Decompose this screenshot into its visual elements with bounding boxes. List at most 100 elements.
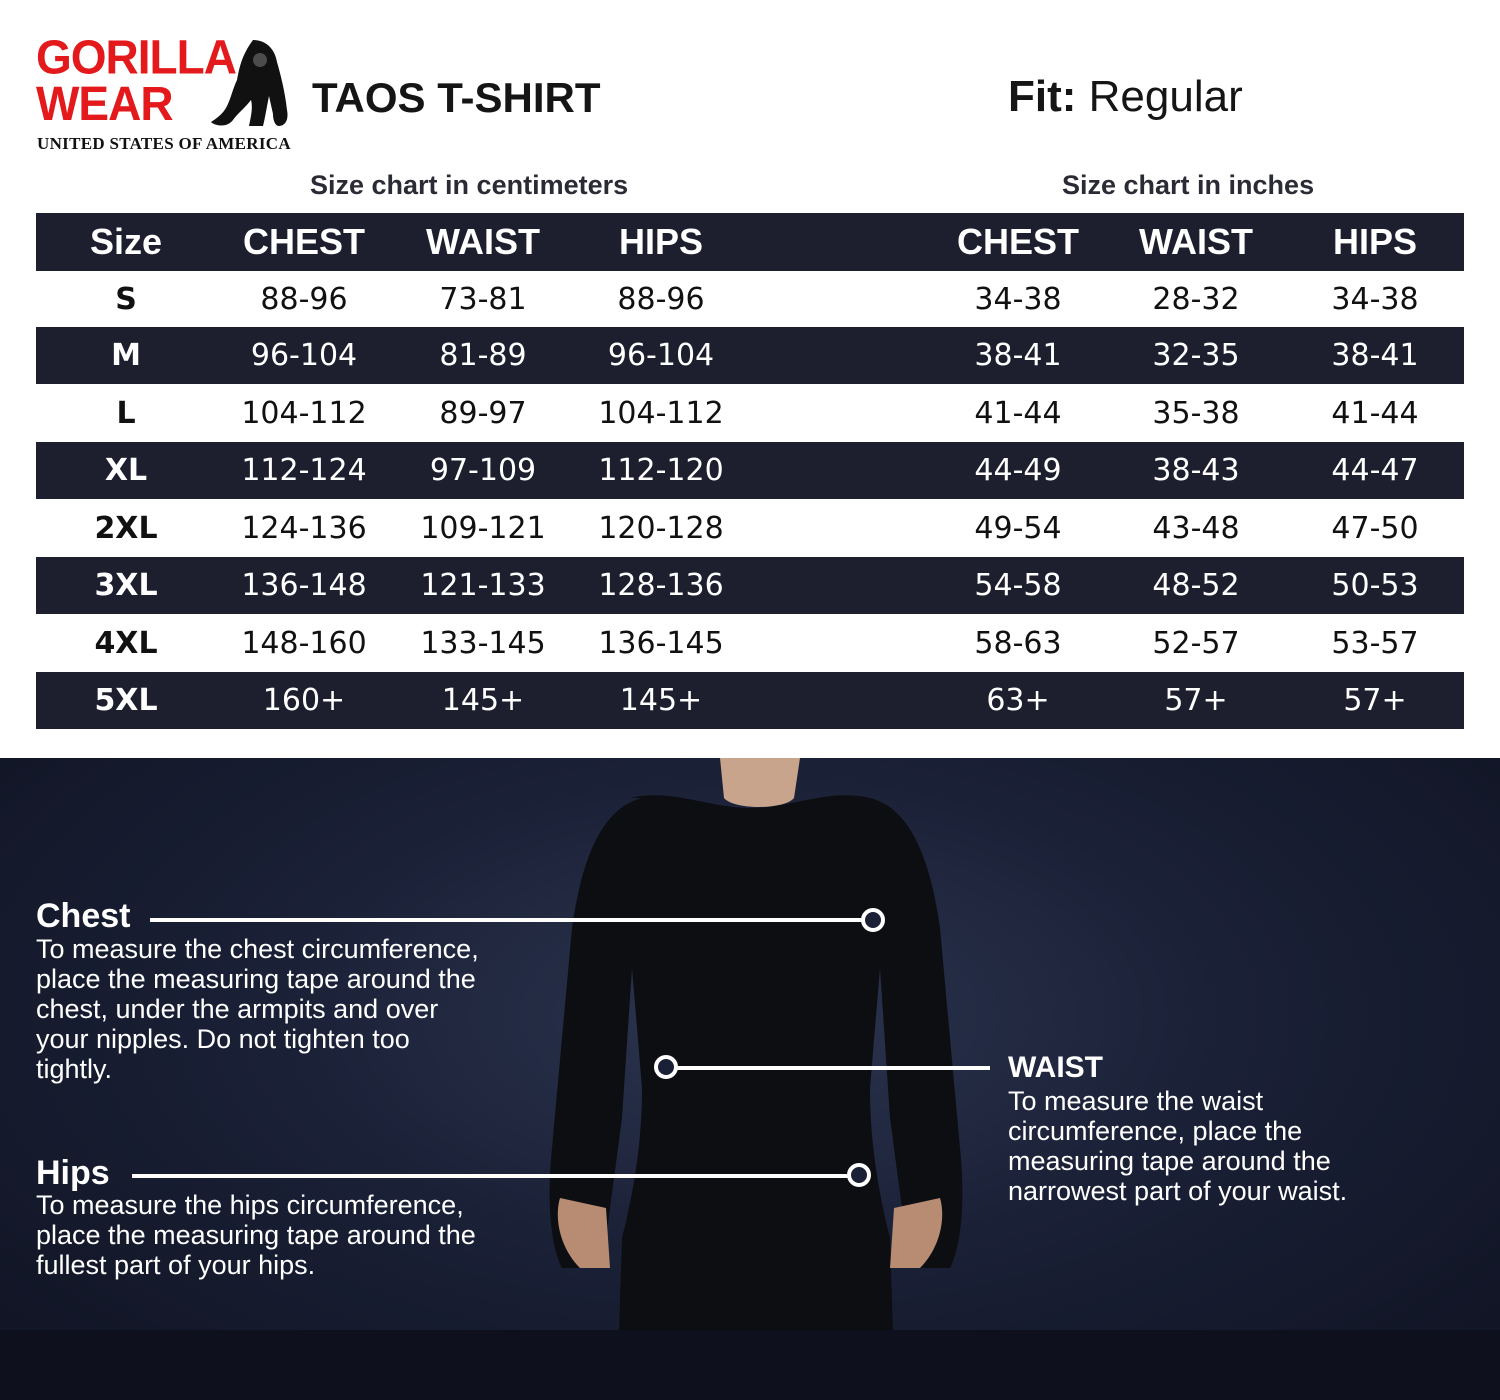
size-cell: 2XL <box>94 510 158 546</box>
value-cell: 47-50 <box>1331 510 1419 546</box>
table-row: S 88-96 73-81 88-96 34-38 28-32 34-38 <box>36 271 1464 327</box>
header-cell: HIPS <box>1332 221 1418 262</box>
value-cell: 160+ <box>262 683 346 718</box>
chest-marker-icon <box>861 908 885 932</box>
value-cell: 58-63 <box>974 625 1062 661</box>
cm-subtitle: Size chart in centimeters <box>310 170 629 200</box>
waist-line <box>676 1066 990 1070</box>
waist-title: WAIST <box>1008 1051 1103 1084</box>
header-cell: WAIST <box>426 221 540 262</box>
table-row: M 96-104 81-89 96-104 38-41 32-35 38-41 <box>36 327 1464 384</box>
hips-guide: Hips <box>36 1155 131 1191</box>
value-cell: 38-41 <box>974 338 1062 373</box>
value-cell: 32-35 <box>1152 338 1240 373</box>
fit-info: Fit: Regular <box>1008 72 1243 122</box>
value-cell: 48-52 <box>1152 568 1240 603</box>
table-header-row: Size CHEST WAIST HIPS CHEST WAIST HIPS <box>36 213 1464 271</box>
chest-guide: Chest <box>36 898 146 934</box>
value-cell: 57+ <box>1343 683 1407 718</box>
value-cell: 112-124 <box>241 453 367 488</box>
value-cell: 38-41 <box>1331 338 1419 373</box>
size-cell: XL <box>104 453 148 488</box>
hips-marker-icon <box>847 1163 871 1187</box>
value-cell: 63+ <box>986 683 1050 718</box>
value-cell: 38-43 <box>1152 453 1240 488</box>
value-cell: 104-112 <box>598 395 724 431</box>
value-cell: 128-136 <box>598 568 724 603</box>
value-cell: 53-57 <box>1331 625 1419 661</box>
value-cell: 50-53 <box>1331 568 1419 603</box>
logo-line1: GORILLA <box>36 29 237 85</box>
value-cell: 109-121 <box>420 510 546 546</box>
header-cell: CHEST <box>956 221 1079 262</box>
value-cell: 145+ <box>619 683 703 718</box>
table-row: L 104-112 89-97 104-112 41-44 35-38 41-44 <box>36 384 1464 442</box>
brand-tagline: UNITED STATES OF AMERICA <box>37 134 291 153</box>
fit-value: Regular <box>1088 72 1243 121</box>
value-cell: 34-38 <box>1331 281 1419 317</box>
hips-text: To measure the hips circumference, place… <box>36 1190 476 1280</box>
table-row: 5XL 160+ 145+ 145+ 63+ 57+ 57+ <box>36 672 1464 729</box>
size-cell: 4XL <box>94 625 158 661</box>
chest-text: To measure the chest circumference, plac… <box>36 934 479 1084</box>
value-cell: 41-44 <box>1331 395 1419 431</box>
value-cell: 54-58 <box>974 568 1062 603</box>
product-title: TAOS T-SHIRT <box>312 74 601 121</box>
value-cell: 49-54 <box>974 510 1062 546</box>
value-cell: 136-148 <box>241 568 367 603</box>
header-cell: Size <box>89 221 163 262</box>
value-cell: 34-38 <box>974 281 1062 317</box>
value-cell: 28-32 <box>1152 281 1240 317</box>
value-cell: 81-89 <box>439 338 527 373</box>
value-cell: 35-38 <box>1152 395 1240 431</box>
value-cell: 57+ <box>1164 683 1228 718</box>
table-row: XL 112-124 97-109 112-120 44-49 38-43 44-47 <box>36 442 1464 499</box>
value-cell: 133-145 <box>420 625 546 661</box>
logo-line2: WEAR <box>36 75 174 131</box>
model-figure <box>549 758 963 1330</box>
fit-label: Fit: <box>1008 72 1077 121</box>
value-cell: 52-57 <box>1152 625 1240 661</box>
header-cell: CHEST <box>242 221 365 262</box>
table-row: 3XL 136-148 121-133 128-136 54-58 48-52 50-53 <box>36 557 1464 614</box>
header-cell: HIPS <box>618 221 704 262</box>
floor <box>0 1330 1500 1400</box>
chest-title: Chest <box>36 897 131 935</box>
value-cell: 96-104 <box>250 338 358 373</box>
value-cell: 148-160 <box>241 625 367 661</box>
value-cell: 44-47 <box>1331 453 1419 488</box>
size-cell: L <box>116 395 136 431</box>
hips-title: Hips <box>36 1154 110 1192</box>
table-row: 2XL 124-136 109-121 120-128 49-54 43-48 47-50 <box>36 499 1464 557</box>
size-cell: M <box>111 338 141 373</box>
waist-marker-icon <box>654 1055 678 1079</box>
value-cell: 112-120 <box>598 453 724 488</box>
value-cell: 73-81 <box>439 281 527 317</box>
value-cell: 120-128 <box>598 510 724 546</box>
value-cell: 96-104 <box>607 338 715 373</box>
header-cell: WAIST <box>1139 221 1253 262</box>
value-cell: 121-133 <box>420 568 546 603</box>
value-cell: 124-136 <box>241 510 367 546</box>
hips-guide-text: To measure the hips circumference, place… <box>36 1190 486 1280</box>
value-cell: 88-96 <box>617 281 705 317</box>
value-cell: 97-109 <box>429 453 537 488</box>
value-cell: 136-145 <box>598 625 724 661</box>
waist-text: To measure the waist circumference, plac… <box>1008 1086 1348 1206</box>
value-cell: 43-48 <box>1152 510 1240 546</box>
value-cell: 44-49 <box>974 453 1062 488</box>
gorilla-icon <box>211 40 288 126</box>
value-cell: 41-44 <box>974 395 1062 431</box>
value-cell: 104-112 <box>241 395 367 431</box>
size-table: Size CHEST WAIST HIPS CHEST WAIST HIPS S 88-96 73… <box>36 213 1464 729</box>
size-cell: 3XL <box>94 568 158 603</box>
chest-line <box>150 918 862 922</box>
value-cell: 88-96 <box>260 281 348 317</box>
table-row: 4XL 148-160 133-145 136-145 58-63 52-57 53-57 <box>36 614 1464 672</box>
brand-logo: GORILLA WEAR <box>36 29 237 131</box>
hips-line <box>132 1174 848 1178</box>
size-cell: S <box>115 281 137 317</box>
value-cell: 89-97 <box>439 395 527 431</box>
waist-guide: WAIST To measure the waist circumference,… <box>1008 1050 1388 1206</box>
value-cell: 145+ <box>441 683 525 718</box>
